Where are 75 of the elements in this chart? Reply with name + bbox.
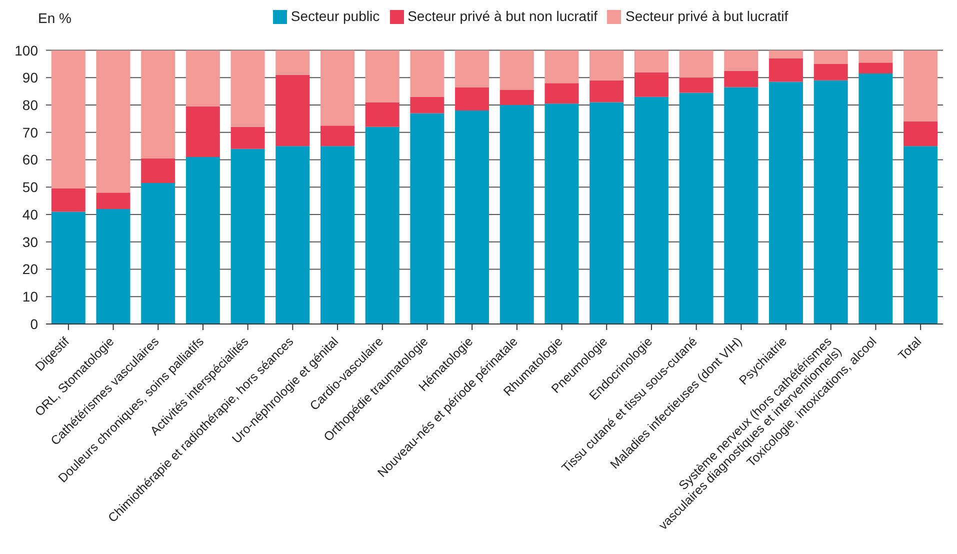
bar <box>320 146 354 324</box>
bar <box>276 50 310 75</box>
y-tick-label: 20 <box>22 261 38 278</box>
bar <box>51 212 86 324</box>
bar <box>455 110 490 324</box>
bar <box>814 80 848 324</box>
bar <box>410 50 444 97</box>
bar <box>858 62 893 74</box>
bar <box>634 72 668 97</box>
y-tick-label: 50 <box>22 179 38 196</box>
bar <box>768 82 803 324</box>
bar <box>500 50 534 90</box>
bar <box>679 50 714 78</box>
legend-label: Secteur privé à but non lucratif <box>408 8 598 24</box>
y-tick-label: 40 <box>22 206 38 222</box>
y-axis-title: En % <box>38 10 72 26</box>
bar <box>590 50 624 80</box>
bar <box>96 192 130 210</box>
bar <box>186 50 220 106</box>
bar <box>724 87 758 324</box>
y-tick-label: 70 <box>22 124 38 140</box>
bar <box>230 126 265 149</box>
bar <box>96 209 130 324</box>
bar <box>186 106 220 158</box>
bar <box>590 80 624 102</box>
bar <box>410 113 444 324</box>
bar <box>186 157 220 324</box>
bar <box>500 90 534 106</box>
y-tick-label: 80 <box>22 97 38 114</box>
bar <box>141 158 176 184</box>
bar <box>544 83 579 104</box>
bar <box>141 183 176 324</box>
bar <box>320 50 354 126</box>
bar <box>544 50 579 84</box>
y-tick-label: 30 <box>22 234 38 250</box>
bar <box>679 92 714 324</box>
bar <box>320 126 354 146</box>
bar <box>724 50 758 71</box>
bar <box>768 58 803 82</box>
bar <box>141 50 176 158</box>
bar <box>51 50 86 189</box>
bar <box>634 96 668 324</box>
y-tick-label: 100 <box>14 42 38 58</box>
bar <box>51 188 86 212</box>
bar <box>230 148 265 324</box>
bar <box>634 50 668 72</box>
bar <box>365 126 400 324</box>
bar <box>544 104 579 324</box>
bar <box>365 102 400 127</box>
bar <box>500 105 534 324</box>
bar <box>96 50 130 193</box>
bar <box>724 70 758 88</box>
bar <box>904 50 938 122</box>
bar <box>814 50 848 64</box>
legend-label: Secteur privé à but lucratif <box>625 8 788 24</box>
bar <box>768 50 803 59</box>
bar <box>455 87 490 111</box>
bar <box>904 146 938 324</box>
bar <box>410 96 444 114</box>
bar <box>276 146 310 324</box>
bar <box>814 64 848 80</box>
bar <box>230 50 265 127</box>
bar <box>679 78 714 93</box>
bar <box>904 121 938 146</box>
bar <box>590 102 624 324</box>
bar <box>858 74 893 324</box>
y-tick-label: 0 <box>30 316 38 332</box>
bar <box>455 50 490 88</box>
bar <box>365 50 400 102</box>
y-tick-label: 90 <box>22 70 38 86</box>
legend-label: Secteur public <box>290 8 380 24</box>
y-tick-label: 10 <box>22 288 38 305</box>
bar <box>276 74 310 146</box>
y-tick-label: 60 <box>22 152 38 168</box>
bar <box>858 50 893 63</box>
